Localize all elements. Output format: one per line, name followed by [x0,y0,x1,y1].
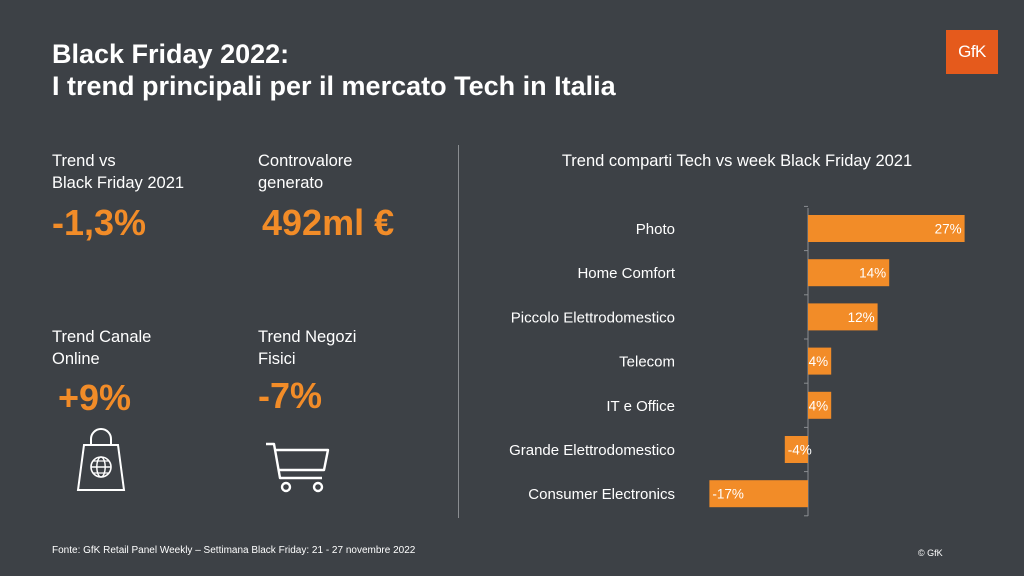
data-label: 27% [935,222,962,237]
kpi-trend-negozi-label: Trend Negozi Fisici [258,326,356,370]
kpi-label-line: Trend vs [52,152,116,170]
bar-piccolo-elettrodomestico [808,303,878,331]
copyright: © GfK [918,548,943,558]
source-note: Fonte: GfK Retail Panel Weekly – Settima… [52,545,416,556]
kpi-label-line: Online [52,350,100,368]
category-label: Consumer Electronics [528,486,675,503]
kpi-trend-vs-bf2021-label: Trend vs Black Friday 2021 [52,150,184,194]
data-label: -17% [712,487,744,502]
bar-chart: Photo 27% Home Comfort 14% Piccolo Elettrodo… [509,205,965,517]
bar-grande-elettrodomestico [784,436,808,463]
kpi-trend-online-label: Trend Canale Online [52,326,151,370]
bar-telecom [808,347,832,375]
data-label: -4% [788,443,812,458]
kpi-label-line: generato [258,174,324,192]
title-line-2: I trend principali per il mercato Tech i… [52,71,616,101]
shopping-bag-globe-icon [76,428,126,491]
kpi-label-line: Controvalore [258,152,353,170]
kpi-label-line: Black Friday 2021 [52,174,185,192]
shopping-cart-icon [266,442,330,493]
kpi-trend-online-value: +9% [58,377,132,418]
page-title: Black Friday 2022: I trend principali pe… [52,38,616,102]
gfk-logo: GfK [946,30,998,74]
data-label: 4% [809,398,829,413]
category-label: Piccolo Elettrodomestico [511,309,675,326]
kpi-label-line: Trend Negozi [258,328,357,346]
data-label: 14% [859,266,886,281]
kpi-trend-vs-bf2021-value: -1,3% [52,202,147,243]
data-label: 12% [848,310,875,325]
category-label: Telecom [619,354,675,371]
bar-it-e-office [808,391,832,419]
kpi-controvalore-label: Controvalore generato [258,150,352,194]
category-label: Home Comfort [577,265,675,282]
title-line-1: Black Friday 2022: [52,39,290,69]
category-label: Photo [636,221,675,238]
bar-home-comfort [808,259,890,287]
bar-photo [808,215,965,242]
vertical-divider [458,145,459,518]
kpi-trend-negozi-value: -7% [258,375,323,416]
chart-title: Trend comparti Tech vs week Black Friday… [561,152,913,170]
category-label: Grande Elettrodomestico [509,442,675,459]
bar-consumer-electronics [709,480,808,508]
kpi-controvalore-value: 492ml € [262,202,395,243]
kpi-label-line: Trend Canale [52,328,152,346]
kpi-label-line: Fisici [258,350,296,368]
data-label: 4% [809,354,829,369]
category-label: IT e Office [606,398,675,415]
